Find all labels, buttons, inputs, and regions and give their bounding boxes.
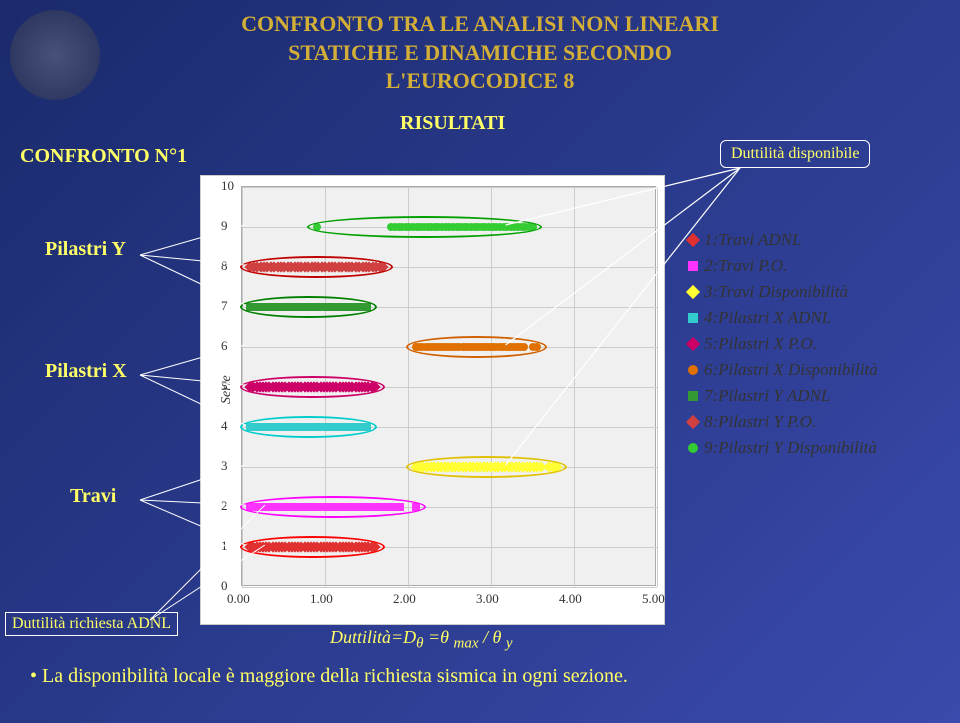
ylabel-pilastri-y: Pilastri Y — [45, 238, 126, 261]
y-tick: 10 — [221, 178, 234, 194]
legend-item: 2:Travi P.O. — [688, 256, 878, 276]
chart-container: Serie 0123456789100.001.002.003.004.005.… — [200, 175, 665, 625]
series-ellipse — [240, 376, 385, 398]
legend-item: 8:Pilastri Y P.O. — [688, 412, 878, 432]
series-ellipse — [240, 496, 426, 518]
gridline-v — [657, 187, 658, 587]
legend-item: 3:Travi Disponibilità — [688, 282, 878, 302]
section-left-label: CONFRONTO N°1 — [20, 145, 187, 168]
x-tick: 4.00 — [559, 591, 582, 607]
legend-item: 9:Pilastri Y Disponibilità — [688, 438, 878, 458]
legend-label: 8:Pilastri Y P.O. — [704, 412, 816, 432]
x-tick: 3.00 — [476, 591, 499, 607]
series-ellipse — [240, 536, 385, 558]
plot-area — [241, 186, 656, 586]
legend-swatch — [688, 261, 698, 271]
legend-item: 4:Pilastri X ADNL — [688, 308, 878, 328]
y-tick: 6 — [221, 338, 228, 354]
gridline-h — [242, 587, 657, 588]
legend-swatch — [686, 337, 700, 351]
legend-item: 1:Travi ADNL — [688, 230, 878, 250]
series-ellipse — [307, 216, 543, 238]
x-tick: 5.00 — [642, 591, 665, 607]
logo-seal — [10, 10, 100, 100]
legend-swatch — [686, 285, 700, 299]
legend-label: 3:Travi Disponibilità — [704, 282, 848, 302]
x-tick: 2.00 — [393, 591, 416, 607]
header-line2: STATICHE E DINAMICHE SECONDO — [0, 39, 960, 68]
legend-item: 6:Pilastri X Disponibilità — [688, 360, 878, 380]
risultati-label: RISULTATI — [400, 112, 505, 135]
duttilita-disponibile-callout: Duttilità disponibile — [720, 140, 870, 168]
ylabel-travi: Travi — [70, 485, 116, 508]
x-axis-label: Duttilità=Dθ =θ max / θ y — [330, 627, 513, 653]
footer-box: Duttilità richiesta ADNL — [5, 612, 178, 636]
y-tick: 7 — [221, 298, 228, 314]
header-line3: L'EUROCODICE 8 — [0, 67, 960, 96]
legend-label: 2:Travi P.O. — [704, 256, 787, 276]
legend-swatch — [688, 313, 698, 323]
legend-label: 5:Pilastri X P.O. — [704, 334, 817, 354]
y-tick: 8 — [221, 258, 228, 274]
bullet-conclusion: • La disponibilità locale è maggiore del… — [30, 665, 628, 688]
legend-swatch — [688, 391, 698, 401]
legend-item: 7:Pilastri Y ADNL — [688, 386, 878, 406]
header-line1: CONFRONTO TRA LE ANALISI NON LINEARI — [0, 10, 960, 39]
legend-swatch — [686, 233, 700, 247]
ylabel-pilastri-x: Pilastri X — [45, 360, 127, 383]
legend-swatch — [686, 415, 700, 429]
x-tick: 0.00 — [227, 591, 250, 607]
legend-label: 6:Pilastri X Disponibilità — [704, 360, 878, 380]
legend-label: 1:Travi ADNL — [704, 230, 801, 250]
series-ellipse — [406, 456, 567, 478]
y-tick: 2 — [221, 498, 228, 514]
y-tick: 9 — [221, 218, 228, 234]
legend-label: 7:Pilastri Y ADNL — [704, 386, 830, 406]
legend-swatch — [688, 365, 698, 375]
series-ellipse — [240, 256, 393, 278]
x-tick: 1.00 — [310, 591, 333, 607]
callout-text: Duttilità disponibile — [731, 145, 859, 162]
legend-label: 4:Pilastri X ADNL — [704, 308, 831, 328]
series-ellipse — [240, 416, 376, 438]
y-tick: 1 — [221, 538, 228, 554]
gridline-h — [242, 187, 657, 188]
header-block: CONFRONTO TRA LE ANALISI NON LINEARI STA… — [0, 0, 960, 96]
legend-swatch — [688, 443, 698, 453]
legend-label: 9:Pilastri Y Disponibilità — [704, 438, 877, 458]
y-tick: 3 — [221, 458, 228, 474]
legend: 1:Travi ADNL 2:Travi P.O. 3:Travi Disponib… — [688, 230, 878, 464]
y-tick: 5 — [221, 378, 228, 394]
y-tick: 4 — [221, 418, 228, 434]
legend-item: 5:Pilastri X P.O. — [688, 334, 878, 354]
series-ellipse — [406, 336, 546, 358]
series-ellipse — [240, 296, 376, 318]
